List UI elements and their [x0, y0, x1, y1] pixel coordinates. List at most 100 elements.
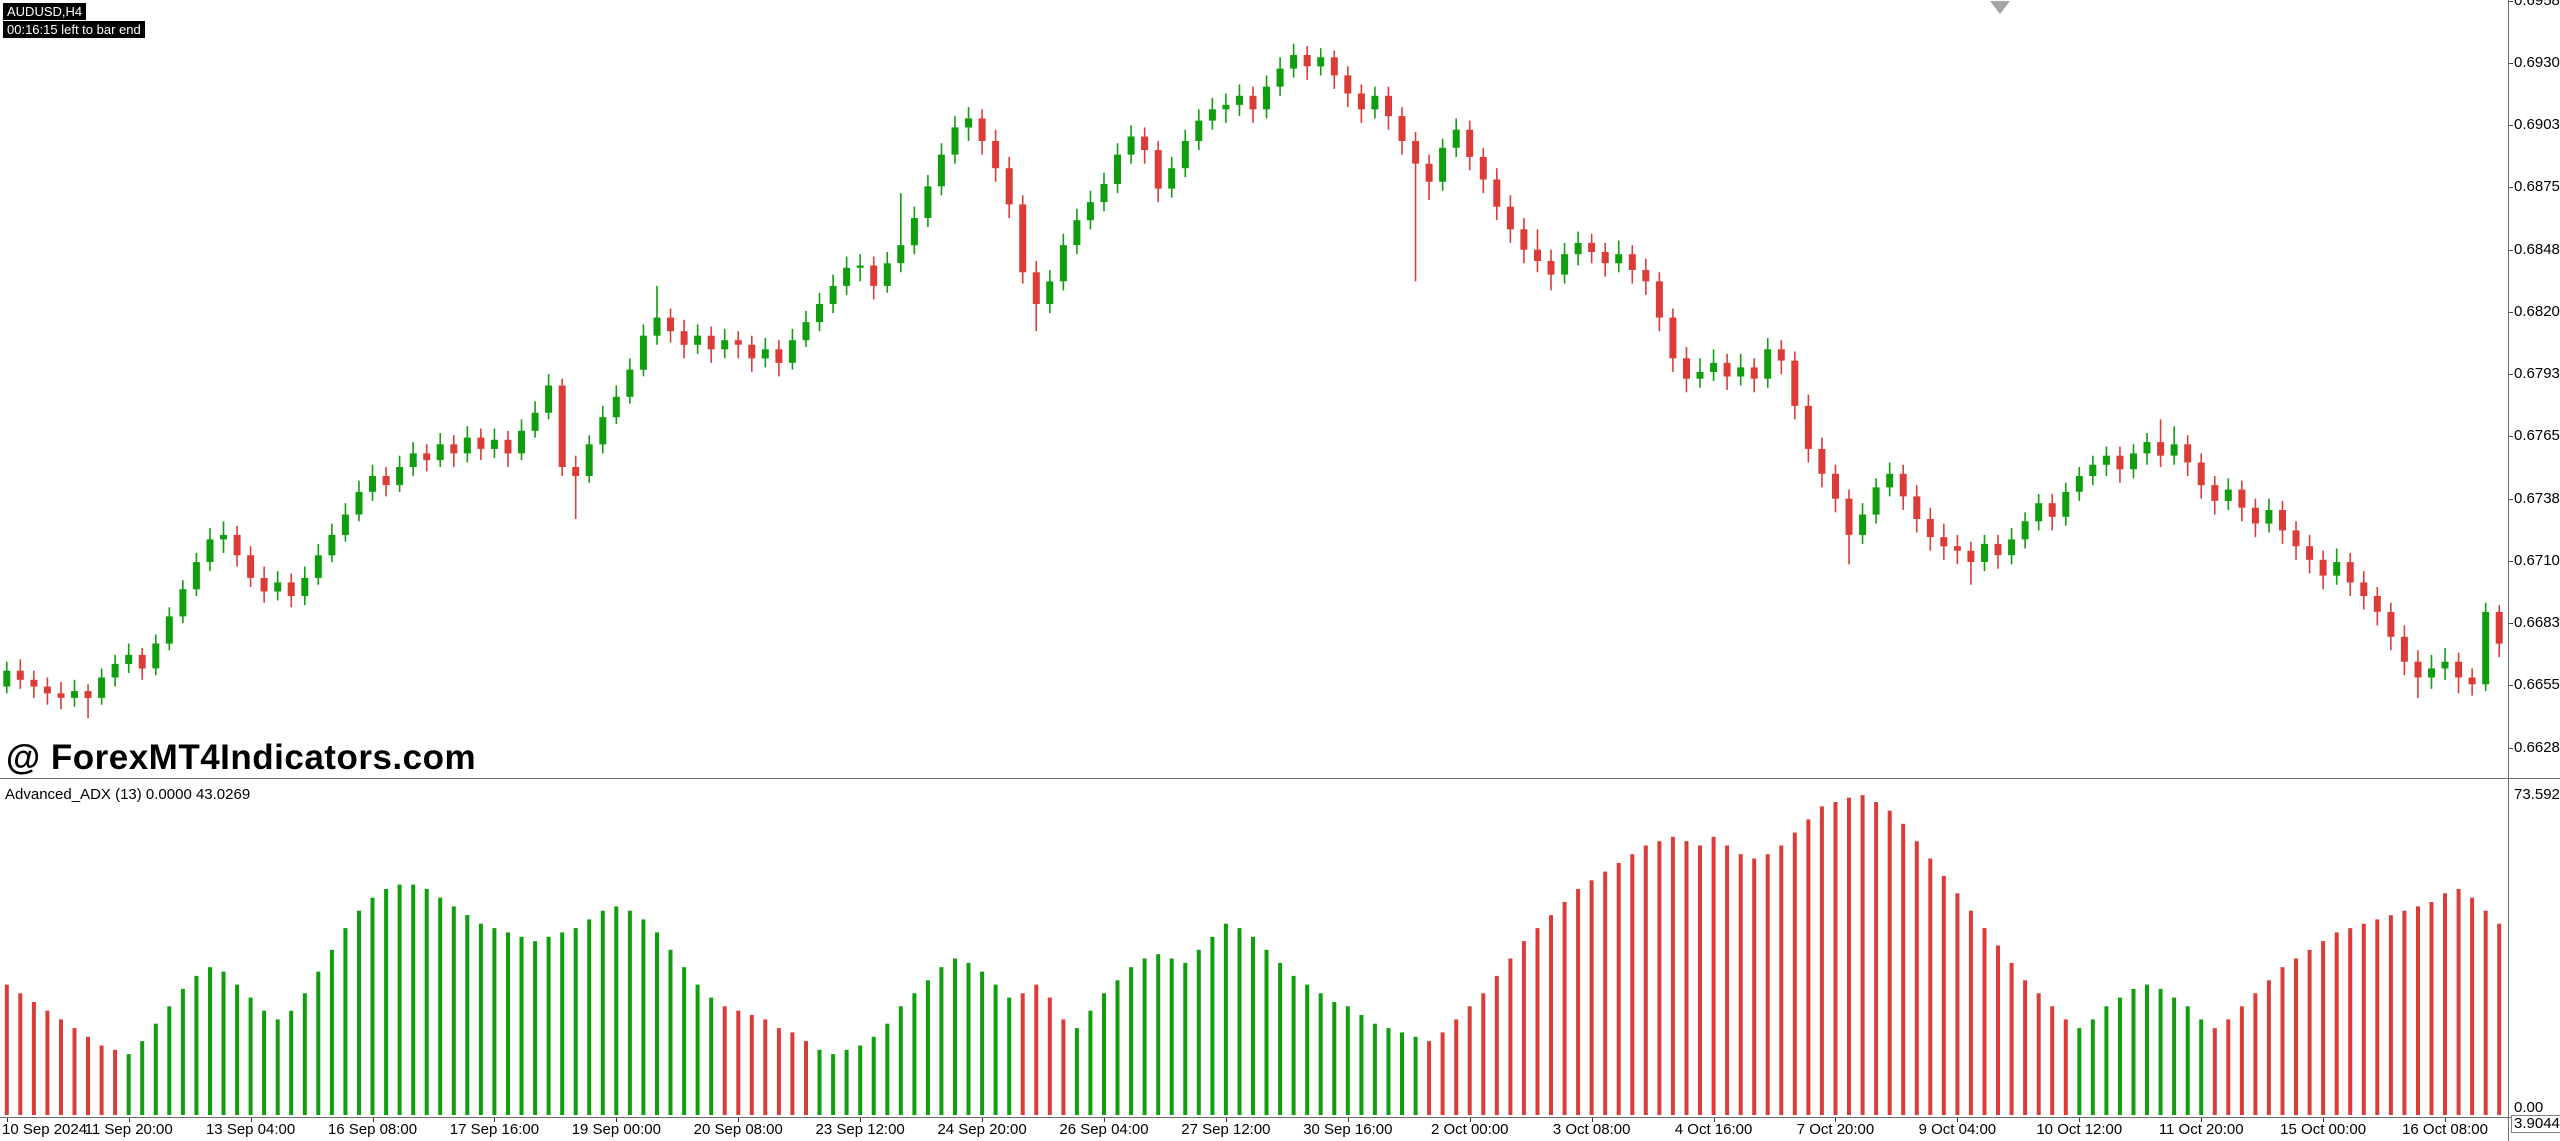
histogram-bar: [2470, 897, 2475, 1115]
candle-body: [1263, 86, 1270, 110]
candle-body: [490, 439, 498, 449]
candle-body: [2373, 596, 2381, 612]
axis-tick: [2509, 498, 2513, 500]
indicator-current-value-tag: 3.9044: [2511, 1115, 2560, 1133]
histogram-bar: [2388, 915, 2393, 1115]
candle-body: [2130, 453, 2137, 470]
histogram-bar: [1359, 1015, 1364, 1115]
histogram-bar: [1887, 810, 1892, 1115]
candle-body: [192, 562, 200, 590]
histogram-bar: [2172, 997, 2177, 1115]
candle-body: [1154, 150, 1162, 189]
histogram-bar: [2199, 1019, 2204, 1115]
histogram-bar: [939, 967, 944, 1115]
axis-tick: [1835, 1118, 1837, 1122]
histogram-bar: [1806, 819, 1811, 1115]
panel-separator: [0, 1117, 2560, 1118]
candle-body: [71, 691, 78, 698]
price-axis-label: 0.68755: [2514, 178, 2560, 196]
candle-body: [2495, 611, 2503, 644]
candle-body: [978, 118, 986, 141]
histogram-bar: [2375, 919, 2380, 1115]
histogram-bar: [993, 984, 998, 1115]
histogram-bar: [1251, 936, 1255, 1115]
candle-body: [301, 577, 309, 596]
candle-body: [545, 385, 553, 413]
histogram-bar: [2334, 932, 2339, 1115]
histogram-bar: [1305, 984, 1310, 1115]
candle-body: [2184, 444, 2192, 463]
candle-body: [531, 412, 539, 431]
candle-body: [1141, 136, 1149, 151]
candle-body: [1439, 147, 1447, 182]
histogram-bar: [1508, 958, 1513, 1115]
candle-body: [1981, 543, 1988, 562]
histogram-bar: [1102, 993, 1106, 1115]
axis-tick: [2509, 374, 2513, 376]
histogram-bar: [1454, 1019, 1459, 1115]
candle-body: [274, 582, 282, 592]
time-axis[interactable]: 10 Sep 2024 11 Sep 20:00 13 Sep 04:00 16 Se…: [0, 1118, 2508, 1141]
histogram-bar: [1562, 902, 1567, 1115]
candle-body: [2035, 503, 2043, 522]
histogram-bar: [1576, 889, 1581, 1115]
histogram-bar: [627, 910, 632, 1115]
candle-body: [2428, 668, 2435, 678]
histogram-bar: [113, 1049, 118, 1115]
candle-body: [707, 335, 715, 350]
histogram-bar: [1345, 1006, 1350, 1115]
price-axis-label: 0.66280: [2514, 738, 2560, 756]
histogram-bar: [1589, 880, 1594, 1115]
histogram-bar: [1630, 854, 1635, 1115]
histogram-bar: [31, 1002, 36, 1115]
histogram-bar: [194, 975, 199, 1115]
axis-tick: [2509, 685, 2513, 687]
histogram-bar: [1061, 1019, 1066, 1115]
histogram-bar: [736, 1010, 741, 1115]
candle-body: [856, 265, 864, 268]
histogram-bar: [357, 910, 361, 1115]
candle-body: [1994, 543, 2002, 556]
price-axis-label: 0.66555: [2514, 676, 2560, 694]
candle-body: [1208, 109, 1216, 121]
candle-body: [1357, 93, 1365, 110]
candle-body: [653, 317, 661, 336]
candle-body: [1615, 254, 1623, 264]
candlestick-plot[interactable]: [0, 0, 2560, 778]
axis-tick: [738, 1118, 740, 1122]
candle-body: [572, 467, 580, 477]
histogram-bar: [776, 1028, 781, 1115]
histogram-bar: [2416, 906, 2420, 1115]
histogram-bar: [885, 1023, 890, 1115]
candle-body: [829, 285, 837, 304]
candle-body: [775, 349, 783, 363]
histogram-bar: [980, 971, 985, 1115]
candle-body: [2414, 661, 2422, 678]
axis-tick: [2079, 1118, 2081, 1122]
time-axis-label: 11 Oct 20:00: [2158, 1121, 2244, 1138]
candle-body: [721, 340, 729, 350]
candle-body: [1086, 202, 1094, 221]
histogram-bar: [1318, 993, 1323, 1115]
histogram-bar: [72, 1028, 77, 1115]
candle-body: [734, 340, 742, 345]
candle-body: [802, 322, 810, 341]
candle-body: [206, 539, 214, 562]
candle-body: [1818, 448, 1826, 474]
candle-body: [1100, 184, 1108, 203]
candle-body: [1655, 281, 1663, 318]
candle-body: [1926, 519, 1934, 538]
adx-histogram-plot[interactable]: [0, 779, 2560, 1115]
panel-separator[interactable]: [0, 778, 2560, 779]
candle-body: [1222, 104, 1230, 110]
candle-body: [57, 693, 65, 698]
time-axis-label: 16 Oct 08:00: [2402, 1121, 2488, 1138]
histogram-bar: [438, 897, 443, 1115]
candle-body: [883, 263, 891, 286]
histogram-bar: [1874, 802, 1879, 1115]
histogram-bar: [560, 932, 565, 1115]
scroll-to-end-icon[interactable]: [1990, 1, 2010, 14]
